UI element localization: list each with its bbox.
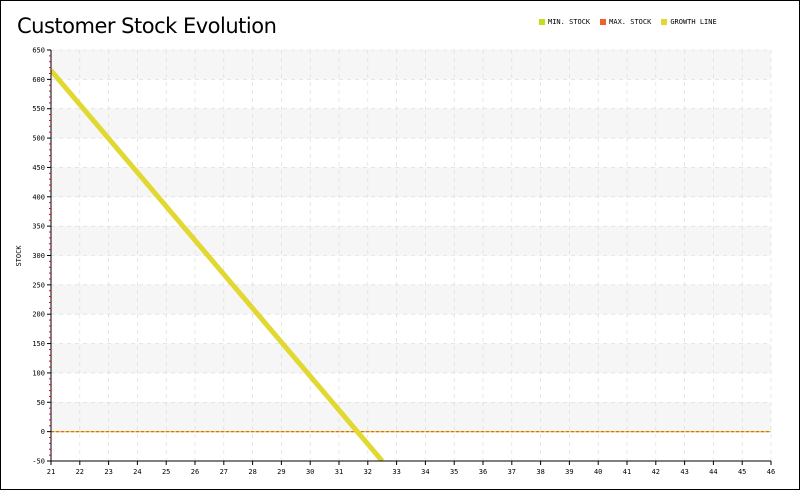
x-tick-label: 45 (738, 468, 746, 476)
legend-swatch-growth-line (661, 19, 668, 25)
x-tick-label: 30 (306, 468, 314, 476)
x-tick-label: 22 (76, 468, 84, 476)
series-line-growth-line (51, 68, 385, 461)
legend-item-growth-line[interactable]: GROWTH LINE (661, 18, 717, 26)
y-tick-label: 150 (32, 340, 45, 348)
x-tick-label: 36 (479, 468, 487, 476)
x-tick-label: 39 (565, 468, 573, 476)
y-tick-label: 200 (32, 311, 45, 319)
x-tick-label: 31 (335, 468, 343, 476)
y-tick-label: 50 (37, 399, 45, 407)
plot-band (51, 108, 771, 139)
x-tick-label: 38 (536, 468, 544, 476)
x-tick-label: 41 (623, 468, 631, 476)
x-tick-label: 29 (277, 468, 285, 476)
x-tick-label: 23 (104, 468, 112, 476)
legend-swatch-max-stock (600, 19, 607, 25)
x-tick-label: 43 (680, 468, 688, 476)
legend-item-max-stock[interactable]: MAX. STOCK (600, 18, 651, 26)
plot-band (51, 284, 771, 315)
x-tick-label: 40 (594, 468, 602, 476)
legend-swatch-min-stock (539, 19, 545, 25)
legend-label-min-stock: MIN. STOCK (548, 18, 591, 26)
x-tick-label: 26 (191, 468, 199, 476)
x-tick-label: 42 (652, 468, 660, 476)
x-tick-label: 27 (220, 468, 228, 476)
y-axis-title: STOCK (15, 245, 23, 267)
x-tick-label: 32 (364, 468, 372, 476)
y-tick-label: 0 (41, 428, 45, 436)
x-tick-label: 33 (392, 468, 400, 476)
plot-series (51, 68, 771, 461)
plot-band (51, 343, 771, 373)
x-tick-label: 28 (248, 468, 256, 476)
y-tick-label: 400 (32, 193, 45, 201)
plot-axes: -50 0 50 100 150 200 250 300 350 400 450 500 550 600 6… (32, 47, 775, 477)
y-tick-label: 550 (32, 105, 45, 113)
x-tick-label: 34 (421, 468, 429, 476)
y-tick-label: 500 (32, 135, 45, 143)
x-tick-label: 24 (133, 468, 141, 476)
y-tick-label: 450 (32, 164, 45, 172)
plot-band (51, 402, 771, 432)
chart-legend: MIN. STOCK MAX. STOCK GROWTH LINE (539, 18, 717, 26)
y-tick-label: 300 (32, 252, 45, 260)
y-tick-label: 100 (32, 369, 45, 377)
y-tick-label: -50 (32, 458, 45, 466)
x-tick-label: 25 (162, 468, 170, 476)
x-tick-label: 21 (47, 468, 55, 476)
x-tick-label: 46 (767, 468, 775, 476)
y-tick-label: 250 (32, 281, 45, 289)
x-tick-label: 37 (508, 468, 516, 476)
plot-band (51, 167, 771, 197)
chart-title: Customer Stock Evolution (17, 14, 277, 38)
x-tick-label: 44 (709, 468, 717, 476)
plot-band (51, 226, 771, 256)
y-tick-label: 600 (32, 76, 45, 84)
y-tick-label: 650 (32, 47, 45, 55)
plot-band (51, 50, 771, 80)
x-tick-label: 35 (450, 468, 458, 476)
y-tick-label: 350 (32, 223, 45, 231)
legend-item-min-stock[interactable]: MIN. STOCK (539, 18, 590, 26)
legend-label-max-stock: MAX. STOCK (609, 18, 652, 26)
plot-bands (51, 50, 771, 432)
legend-label-growth-line: GROWTH LINE (670, 18, 717, 26)
